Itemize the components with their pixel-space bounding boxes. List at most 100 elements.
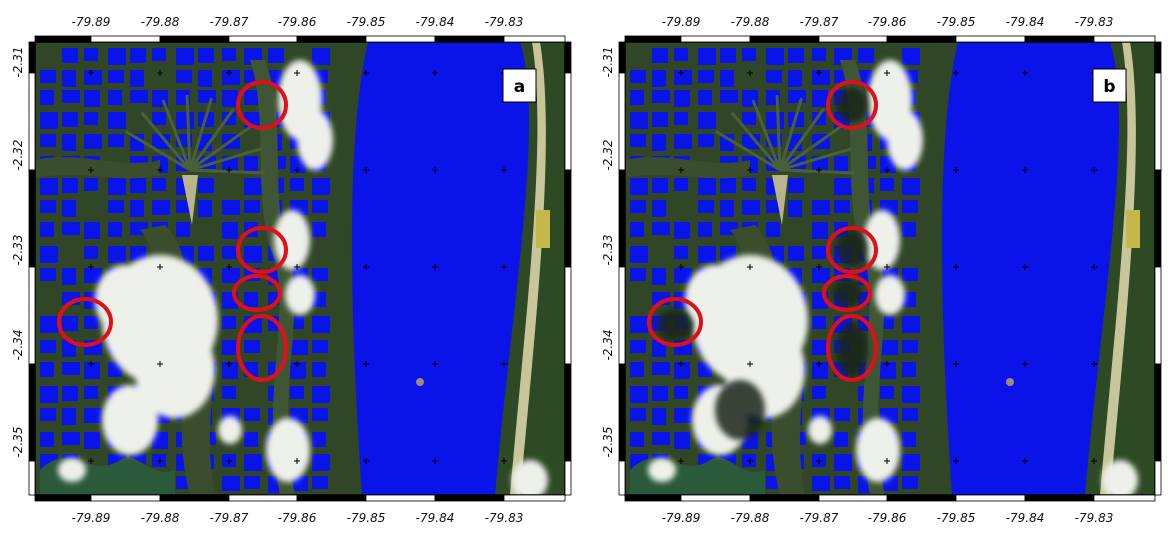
pond [108,48,126,65]
pond [652,90,670,103]
frame-bar [618,41,626,74]
pond [812,90,828,107]
pond [312,178,330,195]
pond [902,340,918,353]
pond [84,246,98,259]
x-tick-label-bottom: -79.83 [1075,511,1114,525]
pond [698,112,716,129]
pond [244,156,258,171]
pond [630,112,648,129]
coast-right [1085,42,1155,495]
pond [222,316,236,329]
frame-bar [365,494,436,502]
pond [902,200,918,213]
pond [62,408,76,425]
frame-bar [680,494,751,502]
y-tick-label-left: -2.34 [11,329,25,360]
pond [812,362,828,379]
pond [108,200,124,213]
pond [880,362,896,379]
y-tick-label-right: -2.34 [1162,329,1165,360]
pond [720,70,734,87]
highlight-circle [57,297,113,347]
pond [630,386,648,403]
pond [674,362,690,379]
pond [652,112,668,127]
grid-cross [816,361,822,367]
pond [244,90,258,105]
pond [880,178,894,191]
pond [630,316,648,333]
sand-wedge [772,175,788,225]
pond [652,268,666,285]
grid-cross [816,167,822,173]
fan-spoke [779,168,855,175]
sand-wedge [182,175,198,225]
cloud [1102,460,1138,495]
grid-cross [678,361,684,367]
highlight-circle [822,274,872,312]
y-tick-label-right: -2.32 [1162,139,1165,170]
pond [62,70,76,87]
frame-bar [564,169,572,268]
grid-cross [816,458,822,464]
pond [766,48,784,65]
x-tick-label-top: -79.83 [1075,15,1114,29]
dike-band [35,157,160,179]
y-tick-label-right: -2.33 [572,234,575,265]
x-tick-label-bottom: -79.83 [485,511,524,525]
frame-bar [618,266,626,365]
cloud [218,416,242,444]
grid-cross [953,361,959,367]
fan-spoke [714,130,781,172]
pond [312,432,326,447]
pond [834,454,852,471]
pond [130,200,144,217]
grid-cross [747,361,753,367]
pond [84,178,98,191]
pond [652,200,666,217]
pond [766,222,780,237]
fan-spoke [775,94,782,171]
cloud-shadow [836,87,868,123]
frame-bar [1154,72,1162,171]
grid-cross [432,70,438,76]
pond [108,90,122,105]
pond [674,246,688,259]
frame-bar [228,35,298,43]
shadow-layer [657,87,868,440]
pond [698,362,712,377]
pond [108,134,124,147]
cloud [285,275,315,315]
grid-cross [363,264,369,270]
frame-bar [624,35,682,43]
frame-bar [28,460,36,496]
pond [652,408,666,425]
frame-bar [1093,35,1156,43]
frame-bar [434,494,505,502]
grid-cross [1022,361,1028,367]
x-tick-label-bottom: -79.86 [278,511,317,525]
pond [788,134,802,151]
grid-cross [884,361,890,367]
fan-spoke [185,94,192,171]
y-tick-label-left: -2.31 [11,46,25,77]
pond [720,246,736,261]
frame-bar [749,494,820,502]
pond [312,200,328,213]
pond [290,340,308,355]
frame-bar [618,72,626,171]
cloud-layer [58,60,548,495]
pond [834,432,848,447]
pond [198,246,214,261]
cloud [856,418,900,482]
x-tick-label-top: -79.87 [800,15,839,29]
frame-bar [1154,363,1162,462]
fan-spoke [189,168,265,175]
cloud [274,210,310,270]
pond [40,362,54,377]
fan-spoke [140,111,192,171]
x-tick-label-bottom: -79.87 [210,511,249,525]
y-tick-label-left: -2.31 [601,46,615,77]
pond [152,432,168,449]
